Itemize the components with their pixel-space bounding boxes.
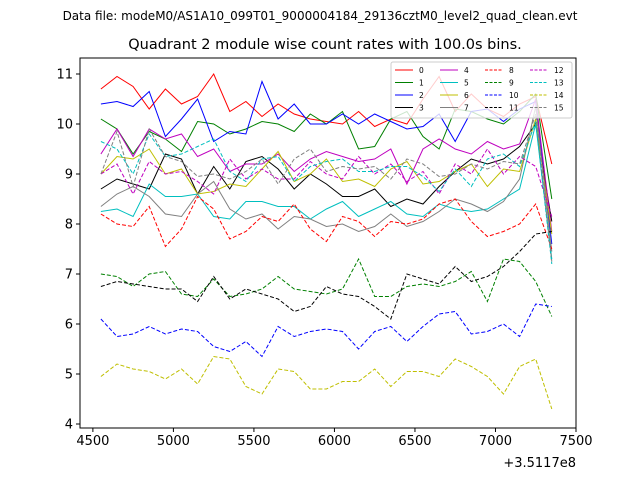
x-axis-offset-label: +3.5117e8	[503, 456, 576, 471]
y-tick-label: 11	[56, 68, 73, 83]
y-tick-label: 6	[65, 318, 73, 333]
legend-label-5: 5	[464, 79, 469, 88]
legend-label-13: 13	[554, 79, 564, 88]
legend-label-9: 9	[509, 79, 514, 88]
series-line-7	[101, 107, 552, 252]
legend-label-4: 4	[464, 66, 469, 75]
chart-figure: Data file: modeM0/AS1A10_099T01_90000041…	[0, 0, 640, 480]
legend-label-3: 3	[419, 104, 424, 113]
x-tick-label: 7500	[559, 434, 592, 449]
legend-label-12: 12	[554, 66, 564, 75]
series-line-6	[101, 119, 552, 234]
x-tick-label: 6000	[318, 434, 351, 449]
series-line-10	[101, 304, 552, 357]
chart-title: Quadrant 2 module wise count rates with …	[128, 37, 522, 53]
y-tick-label: 9	[65, 168, 73, 183]
series-line-8	[101, 197, 552, 250]
x-tick-label: 5500	[237, 434, 270, 449]
y-tick-label: 4	[65, 418, 73, 433]
legend-label-15: 15	[554, 104, 564, 113]
x-tick-label: 7000	[479, 434, 512, 449]
legend-label-1: 1	[419, 79, 424, 88]
series-line-15	[101, 114, 552, 262]
legend-label-2: 2	[419, 91, 424, 100]
y-tick-label: 7	[65, 268, 73, 283]
x-tick-label: 5000	[157, 434, 190, 449]
series-line-14	[101, 357, 552, 410]
legend-label-11: 11	[509, 104, 519, 113]
legend-label-10: 10	[509, 91, 519, 100]
x-tick-label: 6500	[398, 434, 431, 449]
y-tick-label: 5	[65, 368, 73, 383]
series-line-11	[101, 232, 552, 320]
legend-label-7: 7	[464, 104, 469, 113]
legend-label-6: 6	[464, 91, 469, 100]
legend-label-14: 14	[554, 91, 564, 100]
series-line-9	[101, 259, 552, 317]
data-file-header: Data file: modeM0/AS1A10_099T01_90000041…	[63, 9, 578, 23]
legend-label-8: 8	[509, 66, 514, 75]
x-tick-label: 4500	[76, 434, 109, 449]
legend-label-0: 0	[419, 66, 424, 75]
y-tick-label: 8	[65, 218, 73, 233]
y-tick-label: 10	[56, 118, 73, 133]
